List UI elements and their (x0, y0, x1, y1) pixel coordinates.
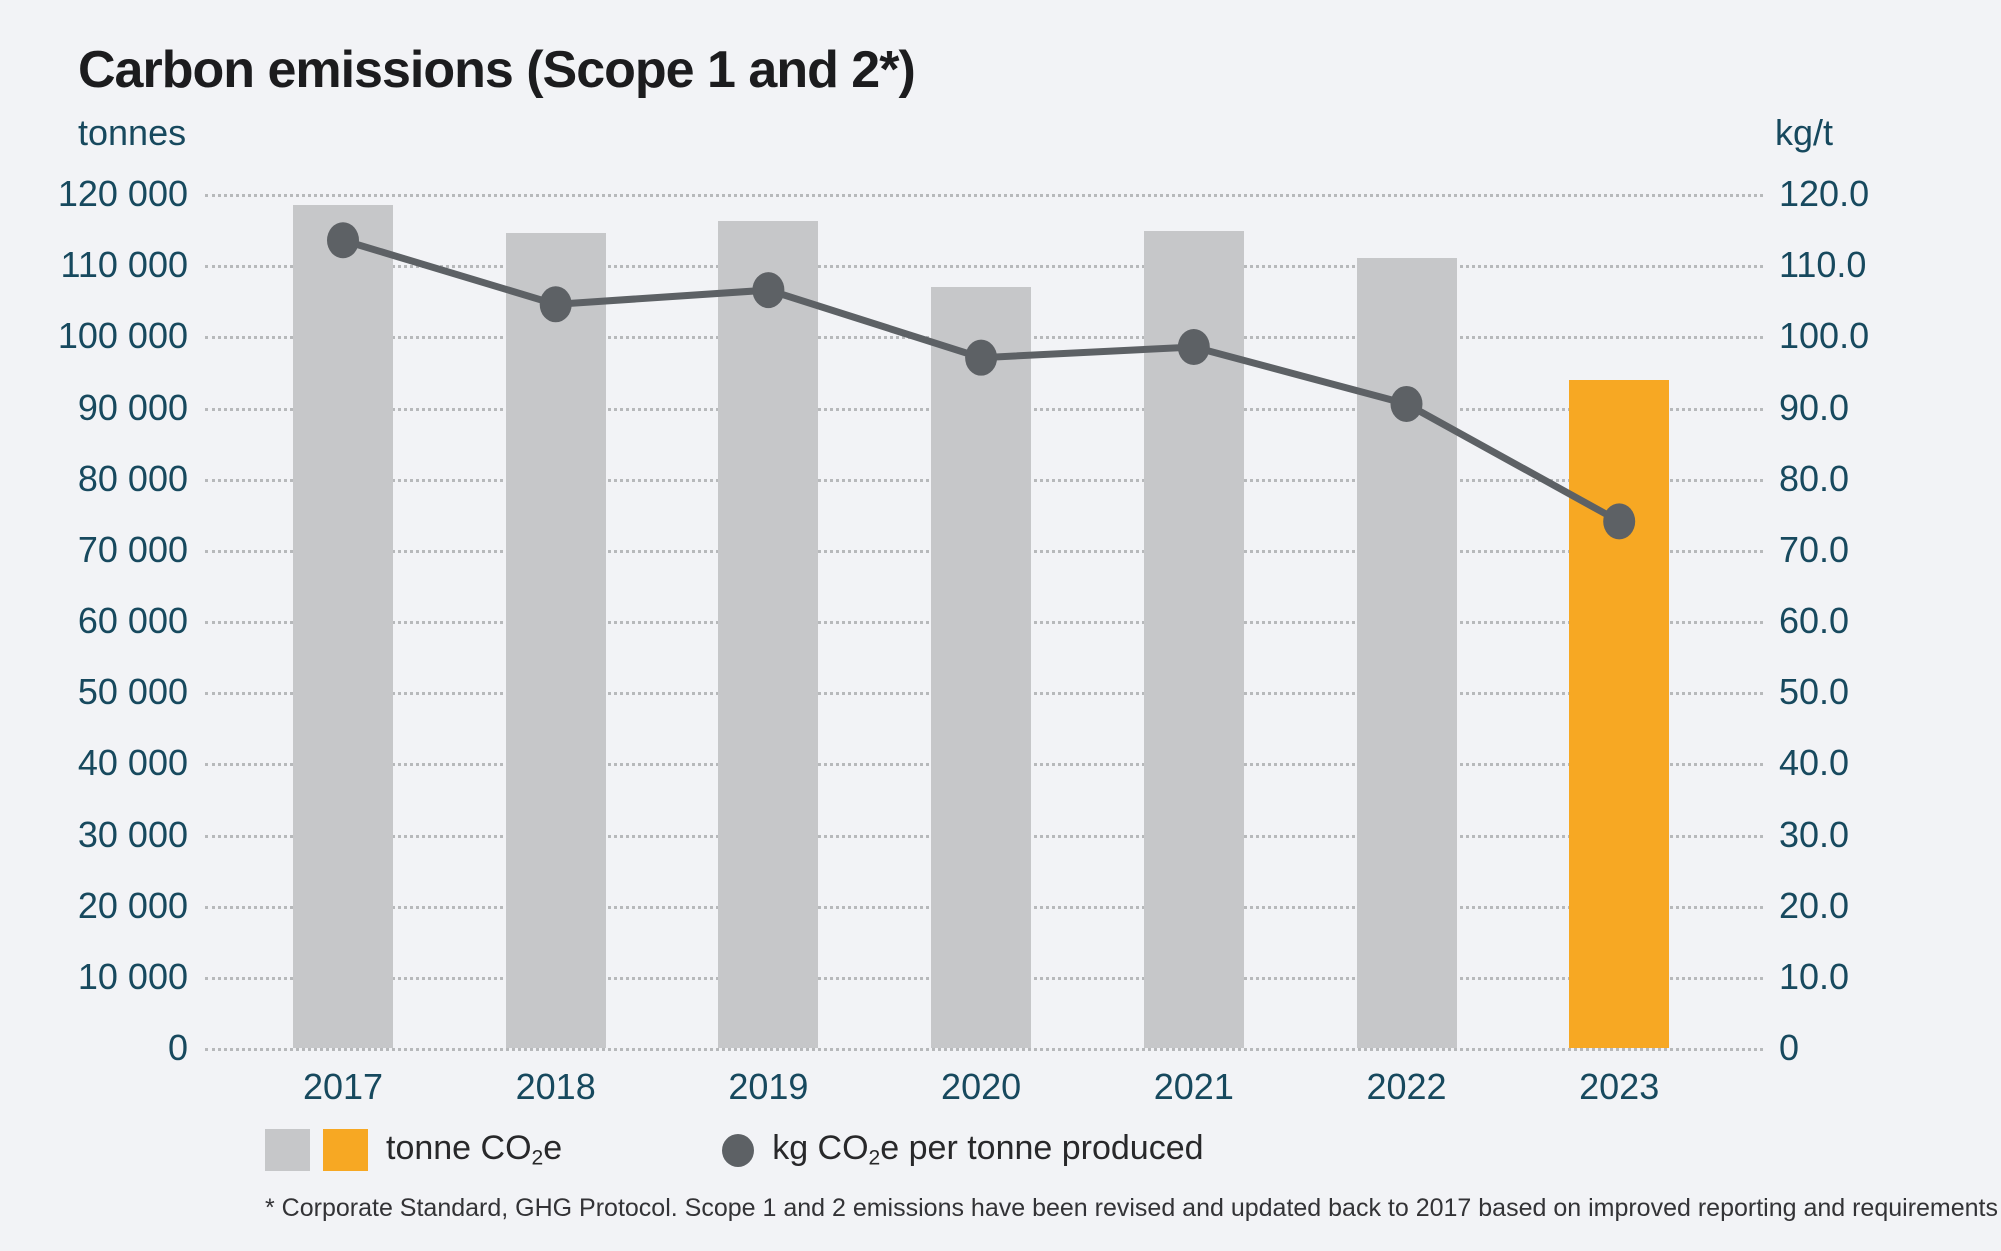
line-series-kg-per-tonne (327, 222, 1636, 540)
x-axis-label-2022: 2022 (1366, 1066, 1447, 1107)
right-axis-tick-label: 50.0 (1779, 671, 1850, 712)
left-axis-tick-label: 100 000 (57, 315, 188, 356)
chart-title: Carbon emissions (Scope 1 and 2*) (78, 41, 916, 99)
x-axis-label-2019: 2019 (728, 1066, 809, 1107)
left-axis-unit-label: tonnes (78, 112, 187, 153)
left-axis-tick-label: 120 000 (57, 173, 188, 214)
right-axis-tick-label: 90.0 (1779, 387, 1850, 428)
left-axis-tick-label: 90 000 (77, 387, 188, 428)
x-axis-label-2020: 2020 (941, 1066, 1022, 1107)
gridline (205, 265, 1763, 268)
gridline (205, 1048, 1763, 1051)
line-dot-2019 (752, 272, 785, 309)
legend-swatch-gray-bar (265, 1129, 310, 1171)
line-dot-2017 (327, 222, 359, 259)
bar-2020 (931, 287, 1031, 1048)
bar-2019 (718, 221, 818, 1048)
line-dot-2018 (539, 286, 572, 323)
line-dot-2020 (965, 339, 998, 376)
right-axis-tick-label: 110.0 (1779, 244, 1867, 285)
plot-area: 120 000 120.0 110 000 110.0 100 000 100.0 90 0… (58, 176, 1869, 1108)
x-axis-label-2023: 2023 (1579, 1066, 1660, 1107)
line-dot-2021 (1177, 329, 1210, 366)
bar-2018 (506, 233, 606, 1048)
x-axis-label-2017: 2017 (302, 1066, 384, 1107)
legend-swatch-orange-bar (323, 1129, 368, 1171)
line-dot-2022 (1390, 385, 1423, 422)
left-axis-tick-label: 0 (167, 1027, 188, 1068)
right-axis-tick-label: 70.0 (1779, 529, 1850, 570)
left-axis-tick-label: 30 000 (77, 814, 188, 855)
right-axis-tick-label: 20.0 (1779, 885, 1850, 926)
left-axis-tick-label: 110 000 (60, 244, 188, 285)
right-axis-tick-label: 100.0 (1779, 315, 1870, 356)
left-axis-tick-label: 50 000 (77, 671, 188, 712)
right-axis-unit-label: kg/t (1775, 112, 1834, 153)
x-axis-label-2021: 2021 (1153, 1066, 1234, 1107)
legend-dot-icon (722, 1133, 755, 1167)
left-axis-tick-label: 60 000 (77, 600, 188, 641)
line-dot-2023 (1603, 503, 1636, 540)
x-axis-label-2018: 2018 (515, 1066, 596, 1107)
bar-2017 (293, 205, 393, 1048)
left-axis-tick-label: 20 000 (77, 885, 188, 926)
right-axis-tick-label: 30.0 (1779, 814, 1850, 855)
gridline (205, 194, 1763, 197)
left-axis-tick-label: 80 000 (77, 458, 188, 499)
line-path (341, 236, 1621, 525)
chart-legend: tonne CO2e kg CO2e per tonne produced (265, 1128, 1204, 1172)
bar-2021 (1144, 231, 1244, 1048)
right-axis-tick-label: 80.0 (1779, 458, 1850, 499)
footnote: * Corporate Standard, GHG Protocol. Scop… (265, 1194, 1999, 1222)
right-axis-tick-label: 120.0 (1779, 173, 1870, 214)
legend-label-bars: tonne CO2e (386, 1129, 563, 1170)
bar-2023 (1569, 380, 1669, 1048)
left-axis-tick-label: 40 000 (77, 742, 188, 783)
left-axis-tick-label: 10 000 (77, 956, 188, 997)
legend-label-line: kg CO2e per tonne produced (772, 1129, 1204, 1170)
right-axis-tick-label: 40.0 (1779, 742, 1850, 783)
left-axis-tick-label: 70 000 (77, 529, 188, 570)
right-axis-tick-label: 60.0 (1779, 600, 1850, 641)
right-axis-tick-label: 10.0 (1779, 956, 1850, 997)
right-axis-tick-label: 0 (1779, 1027, 1800, 1068)
